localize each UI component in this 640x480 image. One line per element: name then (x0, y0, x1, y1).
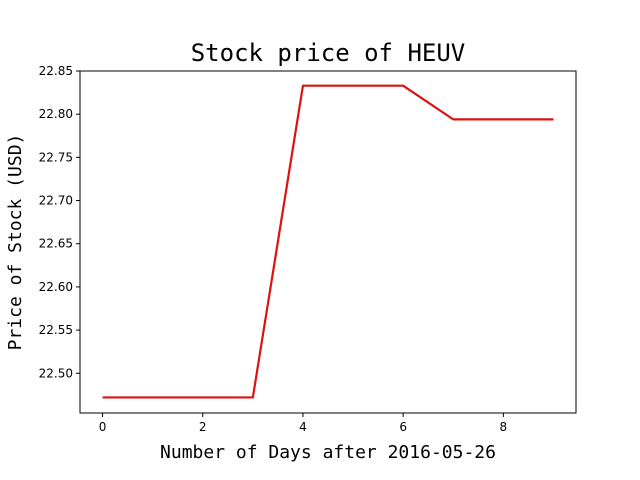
x-axis-label: Number of Days after 2016-05-26 (160, 442, 496, 463)
y-tick-label: 22.85 (39, 64, 73, 78)
y-tick-label: 22.65 (39, 237, 73, 251)
x-tick-label: 4 (299, 420, 307, 434)
y-tick-label: 22.80 (39, 107, 73, 121)
y-axis: 22.50 22.55 22.60 22.65 22.70 22.75 22.80 22.85 (39, 64, 80, 380)
x-tick-label: 0 (99, 420, 107, 434)
y-tick-label: 22.70 (39, 194, 73, 208)
plot-frame (79, 70, 577, 414)
y-tick-label: 22.60 (39, 280, 73, 294)
x-axis: 0 2 4 6 8 (99, 413, 507, 434)
series-line-0 (102, 84, 554, 399)
y-axis-label: Price of Stock (USD) (5, 134, 26, 351)
y-tick-label: 22.55 (39, 323, 73, 337)
plot-area (102, 84, 554, 399)
chart-title: Stock price of HEUV (191, 39, 466, 67)
y-tick-label: 22.75 (39, 150, 73, 164)
y-tick-label: 22.50 (39, 366, 73, 380)
x-tick-label: 8 (500, 420, 508, 434)
x-tick-label: 6 (399, 420, 407, 434)
x-tick-label: 2 (199, 420, 207, 434)
